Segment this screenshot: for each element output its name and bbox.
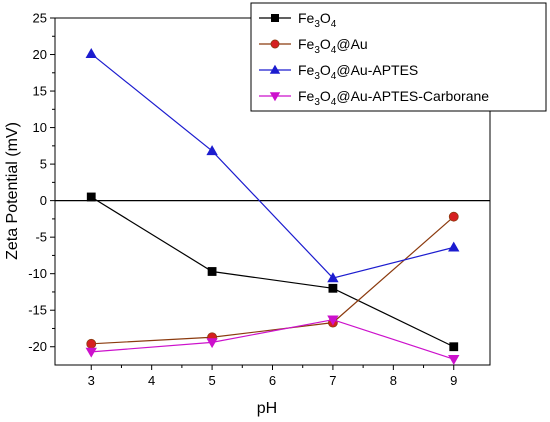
legend-box: [250, 2, 547, 112]
y-tick-label: 25: [33, 11, 47, 26]
y-tick-label: -15: [28, 303, 47, 318]
x-tick-label: 6: [269, 373, 276, 388]
series-line: [91, 319, 454, 360]
x-tick-label: 4: [148, 373, 155, 388]
data-point-marker: [328, 283, 338, 293]
legend-marker: [269, 64, 281, 74]
y-tick-label: -20: [28, 339, 47, 354]
data-point-marker: [327, 272, 339, 283]
y-tick-label: 10: [33, 120, 47, 135]
legend-label: Fe3O4@Au-APTES: [298, 62, 418, 82]
series-1: [86, 192, 459, 352]
y-tick-label: 0: [40, 193, 47, 208]
y-tick-label: 5: [40, 157, 47, 172]
x-tick-label: 8: [390, 373, 397, 388]
series-line: [91, 216, 455, 345]
y-tick-label: 15: [33, 84, 47, 99]
legend: Fe3O4 Fe3O4@Au Fe3O4@Au-APTES Fe3O4@Au-APTE…: [250, 2, 547, 112]
x-tick-label: 3: [88, 373, 95, 388]
series-layer: [85, 47, 460, 365]
data-point-marker: [86, 192, 96, 202]
x-tick-label: 5: [208, 373, 215, 388]
data-point-marker: [85, 347, 97, 358]
y-tick-label: 20: [33, 47, 47, 62]
x-tick-label: 9: [450, 373, 457, 388]
y-tick-label: -10: [28, 266, 47, 281]
data-point-marker: [448, 241, 460, 252]
legend-label: Fe3O4@Au-APTES-Carborane: [298, 88, 489, 108]
data-point-marker: [207, 267, 217, 276]
data-point-marker: [448, 211, 459, 222]
data-point-marker: [449, 342, 459, 352]
data-point-marker: [448, 355, 460, 365]
series-line: [90, 196, 455, 348]
series-3: [85, 47, 460, 283]
legend-label: Fe3O4@Au: [298, 36, 368, 56]
series-line: [90, 53, 454, 279]
legend-marker: [269, 92, 281, 102]
x-axis-title: pH: [257, 400, 277, 417]
data-point-marker: [86, 338, 97, 349]
data-point-marker: [327, 315, 339, 326]
y-tick-label: -5: [35, 230, 47, 245]
axis-ticks: 3 4 5 6 7 8 9 -20 -15 -10 -5 0 5 10 15 20 25: [28, 11, 457, 389]
series-4: [85, 315, 460, 365]
data-point-marker: [85, 47, 97, 58]
data-point-marker: [206, 338, 218, 349]
data-point-marker: [206, 145, 218, 156]
legend-marker: [270, 39, 280, 49]
y-axis-title: Zeta Potential (mV): [4, 122, 21, 260]
x-tick-label: 7: [329, 373, 336, 388]
legend-marker: [270, 13, 279, 22]
legend-label: Fe3O4: [298, 10, 337, 30]
